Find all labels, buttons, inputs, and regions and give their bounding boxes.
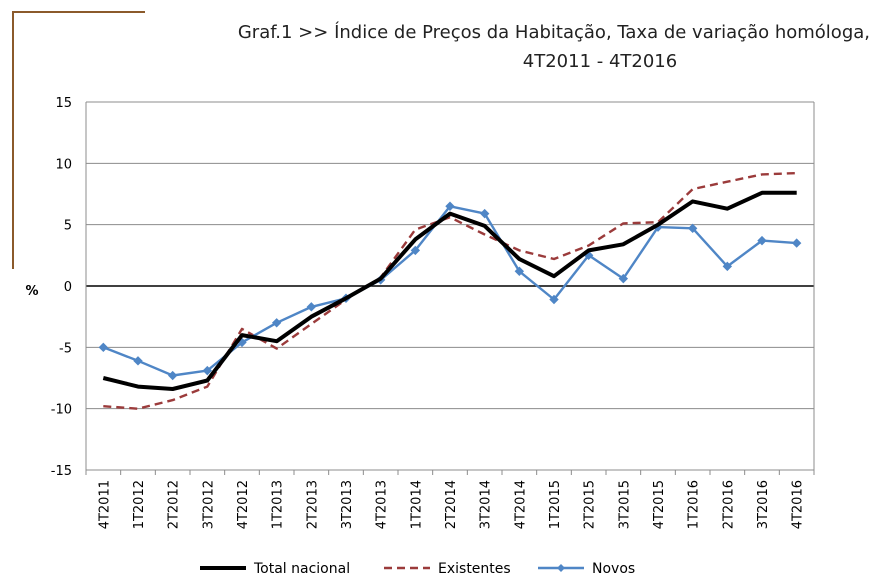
y-tick-label: 0 [64, 280, 72, 295]
decorative-frame-left [12, 11, 14, 269]
x-tick-label: 3T2012 [201, 480, 216, 529]
y-tick-label: 10 [55, 157, 72, 172]
x-tick-label: 1T2016 [687, 480, 702, 529]
x-tick-label: 4T2013 [375, 480, 390, 529]
x-tick-label: 4T2011 [97, 480, 112, 529]
y-tick-label: 15 [55, 96, 72, 111]
x-tick-label: 2T2014 [444, 480, 459, 529]
data-point-novos [167, 370, 178, 381]
legend-label-total-nacional: Total nacional [253, 561, 350, 577]
x-tick-label: 1T2015 [548, 480, 563, 529]
x-tick-label: 1T2012 [132, 480, 147, 529]
x-tick-label: 3T2016 [756, 480, 771, 529]
data-point-novos [549, 294, 559, 305]
x-tick-label: 1T2014 [409, 480, 424, 529]
data-point-novos [306, 302, 317, 312]
data-point-novos [202, 365, 213, 376]
chart-title: Graf.1 >> Índice de Preços da Habitação,… [150, 18, 870, 76]
x-tick-label: 4T2016 [791, 480, 806, 529]
data-point-novos [445, 201, 455, 211]
data-point-novos [98, 342, 109, 353]
x-tick-label: 4T2012 [236, 480, 251, 529]
decorative-frame-top [12, 11, 145, 13]
data-point-novos [791, 238, 802, 248]
x-tick-label: 3T2015 [617, 480, 632, 529]
x-tick-label: 2T2015 [583, 480, 598, 529]
x-tick-label: 1T2013 [271, 480, 286, 529]
y-axis-label: % [25, 284, 38, 299]
x-tick-label: 4T2014 [513, 480, 528, 529]
x-tick-label: 2T2012 [167, 480, 182, 529]
data-point-novos [271, 318, 282, 328]
legend-label-existentes: Existentes [438, 561, 511, 577]
legend-label-novos: Novos [592, 561, 635, 577]
y-tick-label: 5 [64, 219, 72, 234]
data-point-novos [479, 208, 490, 219]
data-point-novos [514, 266, 525, 276]
data-point-novos [722, 261, 733, 272]
x-tick-label: 2T2016 [721, 480, 736, 529]
chart-title-prefix: Graf.1 >> [237, 22, 329, 43]
data-point-novos [618, 273, 629, 284]
legend-marker-novos [557, 564, 565, 572]
series-line-total-nacional [102, 190, 797, 391]
data-point-novos [133, 356, 143, 366]
y-tick-label: -15 [51, 464, 72, 479]
data-point-novos [757, 235, 767, 246]
x-tick-label: 3T2013 [340, 480, 355, 529]
x-tick-label: 3T2014 [479, 480, 494, 529]
chart-title-main: Índice de Preços da Habitação, Taxa de v… [334, 22, 870, 43]
data-point-novos [410, 245, 421, 256]
x-tick-label: 2T2013 [305, 480, 320, 529]
chart-title-period: 4T2011 - 4T2016 [522, 51, 678, 72]
y-tick-label: -5 [59, 341, 72, 356]
data-point-novos [687, 223, 698, 234]
x-tick-label: 4T2015 [652, 480, 667, 529]
y-tick-label: -10 [51, 403, 72, 418]
